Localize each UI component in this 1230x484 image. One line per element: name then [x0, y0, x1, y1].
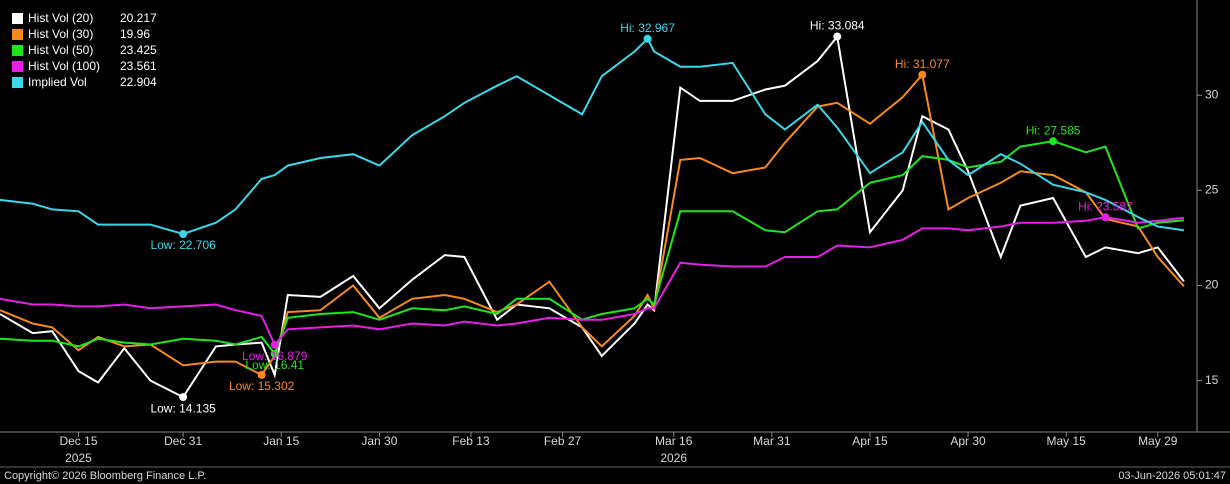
x-tick-label: May 29 [1138, 434, 1178, 448]
x-tick-label: Mar 16 [655, 434, 693, 448]
series-line [0, 72, 1185, 377]
legend-name: Hist Vol (20) [28, 11, 93, 25]
annotation-dot [179, 230, 188, 239]
annotation-label: Hi: 33.084 [810, 19, 865, 33]
legend-swatch [12, 13, 23, 24]
annotation-dot [918, 70, 927, 79]
legend-swatch [12, 61, 23, 72]
legend-swatch [12, 45, 23, 56]
legend-swatch [12, 77, 23, 88]
copyright: Copyright© 2026 Bloomberg Finance L.P. [4, 470, 206, 482]
annotation-label: Hi: 27.585 [1026, 123, 1081, 137]
annotation-label: Hi: 32.967 [620, 21, 675, 35]
legend-value: 20.217 [120, 11, 157, 25]
series-line [0, 216, 1185, 347]
annotation-label: Hi: 31.077 [895, 57, 950, 71]
annotation-label: Low: 22.706 [150, 238, 216, 252]
series-line [0, 37, 1185, 236]
legend: Hist Vol (20) 20.217 Hist Vol (30) 19.96 His… [2, 8, 166, 92]
annotation-label: Hi: 23.587 [1078, 199, 1133, 213]
x-tick-label: Apr 15 [852, 434, 888, 448]
annotation-dot [1049, 137, 1058, 146]
timestamp: 03-Jun-2026 05:01:47 [1118, 470, 1226, 482]
legend-name: Hist Vol (100) [28, 59, 100, 73]
legend-box [2, 8, 166, 92]
x-tick-label: Feb 13 [452, 434, 490, 448]
annotation-dot [1101, 213, 1110, 222]
x-tick-label: Jan 30 [361, 434, 397, 448]
x-tick-label: May 15 [1047, 434, 1087, 448]
legend-value: 22.904 [120, 75, 157, 89]
annotation-dot [179, 393, 188, 402]
legend-name: Hist Vol (50) [28, 43, 93, 57]
x-tick-label: Dec 31 [164, 434, 202, 448]
x-tick-label: Jan 15 [263, 434, 299, 448]
x-tick-label: Apr 30 [950, 434, 986, 448]
series-line [0, 140, 1184, 356]
annotation-dot [270, 349, 279, 358]
annotation-label: Low: 14.135 [150, 401, 216, 415]
y-tick-label: 15 [1205, 373, 1219, 387]
x-tick-label: Feb 27 [544, 434, 582, 448]
annotation-dot [833, 32, 842, 41]
annotation-label: Low: 15.302 [229, 379, 295, 393]
x-tick-label: Mar 31 [753, 434, 791, 448]
y-tick-label: 20 [1205, 278, 1219, 292]
x-tick-label: Dec 15 [59, 434, 97, 448]
year-label: 2026 [660, 451, 687, 465]
legend-swatch [12, 29, 23, 40]
annotation-label: Low: 16.879 [242, 349, 308, 363]
y-tick-label: 30 [1205, 87, 1219, 101]
year-label: 2025 [65, 451, 92, 465]
legend-value: 23.561 [120, 59, 157, 73]
legend-value: 19.96 [120, 27, 150, 41]
annotation-dot [643, 34, 652, 43]
legend-value: 23.425 [120, 43, 157, 57]
y-tick-label: 25 [1205, 183, 1219, 197]
annotation-dot [257, 370, 266, 379]
annotation-label: Low: 16.41 [245, 358, 304, 372]
legend-name: Hist Vol (30) [28, 27, 93, 41]
annotation-dot [270, 340, 279, 349]
legend-name: Implied Vol [28, 75, 87, 89]
